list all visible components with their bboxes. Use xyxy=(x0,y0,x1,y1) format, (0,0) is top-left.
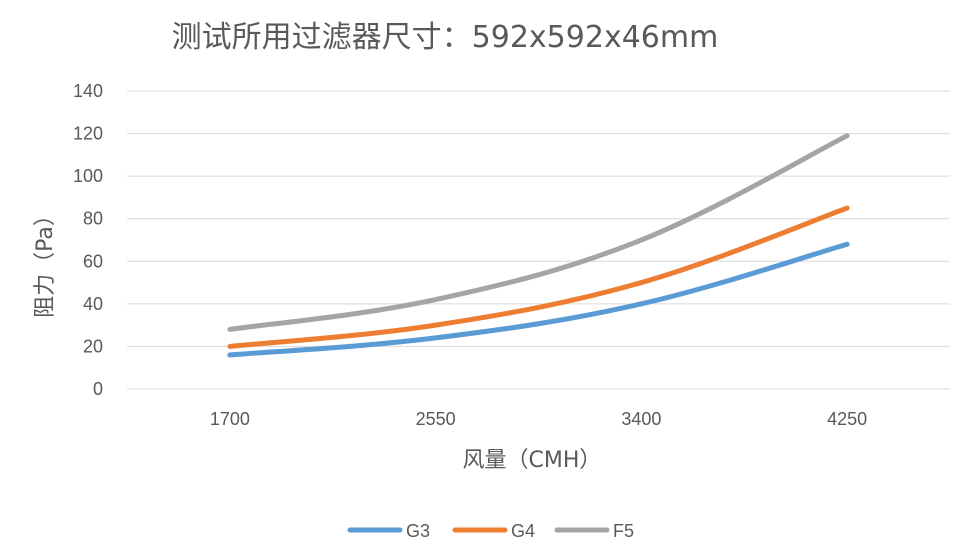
x-tick-label: 3400 xyxy=(621,409,661,429)
series-line-f5 xyxy=(227,133,850,332)
y-tick-label: 100 xyxy=(73,166,103,186)
gridlines xyxy=(127,90,950,390)
y-tick-label: 0 xyxy=(93,379,103,399)
chart-title: 测试所用过滤器尺寸：592x592x46mm xyxy=(172,20,719,55)
series-line-g4 xyxy=(227,205,850,349)
y-tick-label: 80 xyxy=(83,209,103,229)
y-tick-label: 120 xyxy=(73,124,103,144)
y-axis-ticks: 0 20 40 60 80 100 120 140 xyxy=(73,81,103,399)
legend-label-g4: G4 xyxy=(511,521,535,541)
x-axis-ticks: 1700 2550 3400 4250 xyxy=(210,409,867,429)
x-tick-label: 1700 xyxy=(210,409,250,429)
legend-label-f5: F5 xyxy=(613,521,634,541)
y-tick-label: 40 xyxy=(83,294,103,314)
legend: G3 G4 F5 xyxy=(347,521,634,541)
y-tick-label: 20 xyxy=(83,336,103,356)
x-axis-title: 风量（CMH） xyxy=(463,448,602,473)
legend-label-g3: G3 xyxy=(406,521,430,541)
series-lines xyxy=(227,133,850,358)
series-line-g3 xyxy=(227,241,850,358)
x-tick-label: 2550 xyxy=(416,409,456,429)
y-axis-title: 阻力（Pa） xyxy=(33,204,58,318)
y-tick-label: 140 xyxy=(73,81,103,101)
x-tick-label: 4250 xyxy=(827,409,867,429)
y-tick-label: 60 xyxy=(83,251,103,271)
